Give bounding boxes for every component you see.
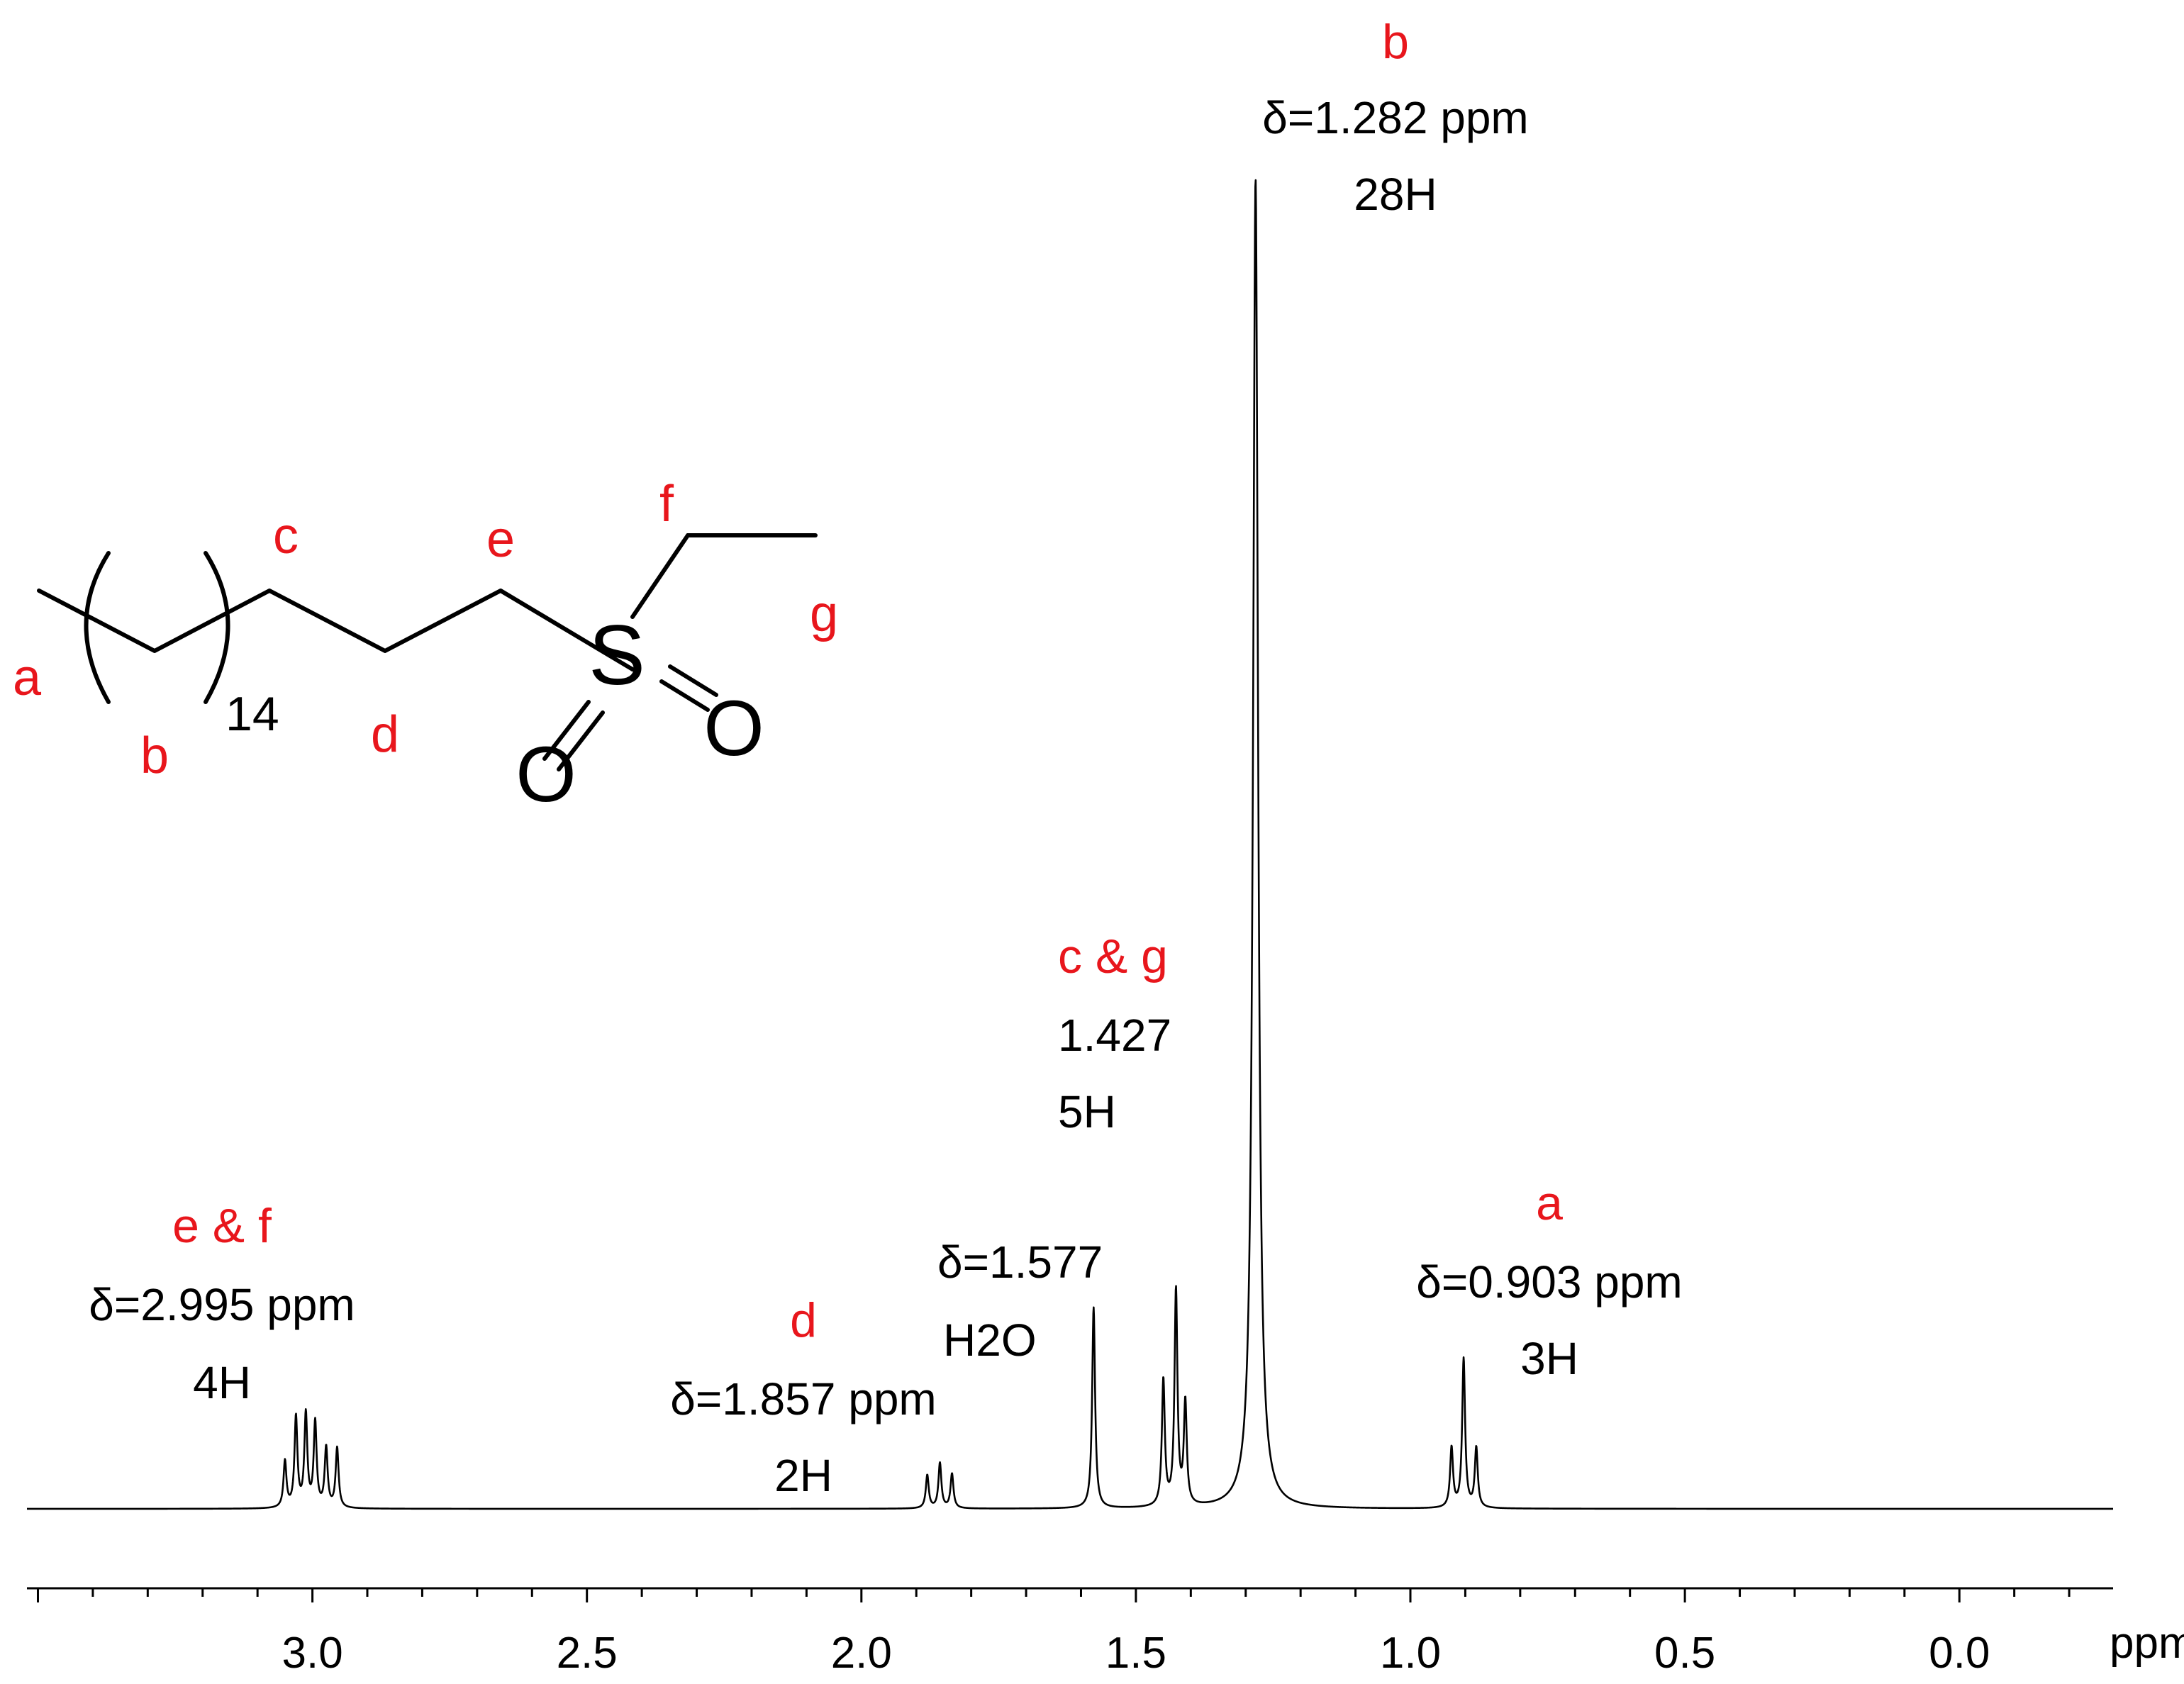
peak-annotations: b δ=1.282 ppm 28H c & g 1.427 5H δ=1.577… bbox=[89, 15, 1682, 1501]
annotation-h2o-shift: δ=1.577 bbox=[937, 1237, 1103, 1288]
x-tick-label: 0.5 bbox=[1654, 1629, 1715, 1678]
sulfur-atom: S bbox=[589, 608, 645, 703]
annotation-d-integral: 2H bbox=[774, 1450, 832, 1501]
annotation-b-group: b bbox=[1382, 15, 1409, 69]
double-bond-o2-a bbox=[668, 664, 718, 697]
annotation-b-shift: δ=1.282 ppm bbox=[1262, 92, 1528, 143]
x-tick-label: 1.5 bbox=[1105, 1629, 1166, 1678]
annotation-c-g-shift: 1.427 bbox=[1058, 1010, 1171, 1061]
annotation-a-shift: δ=0.903 ppm bbox=[1416, 1256, 1682, 1307]
annotation-d-group: d bbox=[790, 1293, 817, 1347]
repeat-subscript: 14 bbox=[225, 687, 279, 741]
bond-s-to-f bbox=[630, 533, 690, 619]
chemical-structure bbox=[37, 533, 818, 771]
annotation-b: b δ=1.282 ppm 28H bbox=[1262, 15, 1528, 220]
x-tick-label: 3.0 bbox=[282, 1629, 342, 1678]
annotation-c-g-group: c & g bbox=[1058, 930, 1168, 983]
carbon-chain-bonds bbox=[37, 589, 635, 671]
spectrum-trace bbox=[26, 179, 2114, 1510]
annotation-c-g: c & g 1.427 5H bbox=[1058, 930, 1171, 1137]
annotation-a: a δ=0.903 ppm 3H bbox=[1416, 1176, 1682, 1384]
annotation-h2o: δ=1.577 H2O bbox=[937, 1237, 1103, 1366]
oxygen-atom-1: O bbox=[516, 731, 576, 818]
x-axis: 3.0 2.5 2.0 1.5 1.0 0.5 0.0 ppm bbox=[27, 1587, 2184, 1678]
label-g: g bbox=[810, 586, 838, 642]
double-bond-o2-b bbox=[659, 679, 710, 712]
x-tick-label: 2.0 bbox=[831, 1629, 892, 1678]
annotation-e-f-shift: δ=2.995 ppm bbox=[89, 1279, 355, 1330]
label-e: e bbox=[486, 511, 515, 568]
label-b: b bbox=[140, 727, 169, 784]
double-bond-o1-b bbox=[557, 710, 605, 771]
annotation-e-f: e & f δ=2.995 ppm 4H bbox=[89, 1199, 355, 1408]
double-bond-o1-a bbox=[542, 700, 591, 761]
annotation-a-group: a bbox=[1536, 1176, 1563, 1230]
annotation-d-shift: δ=1.857 ppm bbox=[670, 1373, 936, 1424]
x-tick-label: 0.0 bbox=[1929, 1629, 1990, 1678]
structure-labels: S O O 14 a b c d e f g bbox=[13, 476, 838, 818]
label-c: c bbox=[273, 508, 299, 564]
annotation-h2o-label: H2O bbox=[943, 1315, 1037, 1366]
x-tick-label: 1.0 bbox=[1380, 1629, 1441, 1678]
annotation-b-integral: 28H bbox=[1354, 169, 1437, 220]
oxygen-atom-2: O bbox=[703, 685, 764, 772]
annotation-e-f-integral: 4H bbox=[193, 1357, 251, 1408]
annotation-a-integral: 3H bbox=[1520, 1333, 1578, 1384]
x-axis-label: ppm bbox=[2110, 1619, 2184, 1668]
annotation-e-f-group: e & f bbox=[172, 1199, 272, 1253]
x-tick-label: 2.5 bbox=[557, 1629, 618, 1678]
label-a: a bbox=[13, 649, 42, 706]
annotation-d: d δ=1.857 ppm 2H bbox=[670, 1293, 936, 1501]
right-parenthesis bbox=[204, 551, 230, 704]
label-d: d bbox=[371, 706, 399, 763]
label-f: f bbox=[659, 476, 674, 532]
annotation-c-g-integral: 5H bbox=[1058, 1086, 1116, 1137]
left-parenthesis bbox=[84, 551, 111, 704]
